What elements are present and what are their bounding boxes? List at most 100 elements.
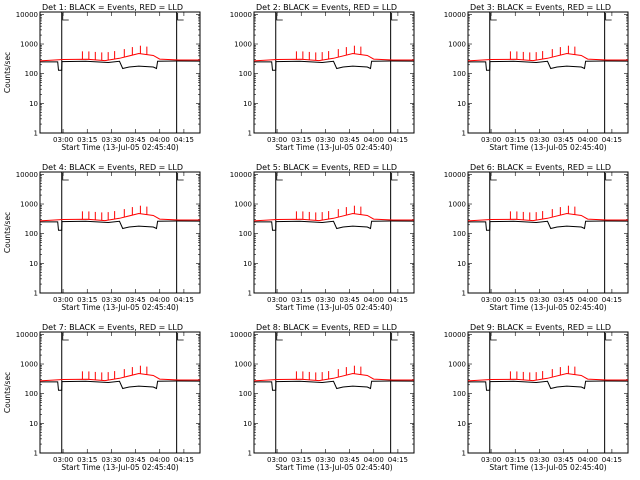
y-tick-label: 10000 [16,11,38,19]
y-tick-label: 10000 [444,171,466,179]
detector-panel: Det 3: BLACK = Events, RED = LLD 1 10 100 10… [444,3,629,152]
events-series-line [40,60,201,71]
events-series-line [468,220,629,231]
y-tick-label: 100 [239,230,252,238]
panel-title: Det 2: BLACK = Events, RED = LLD [256,3,397,12]
time-marker-bracket [490,13,497,21]
y-tick-label: 100 [239,70,252,78]
x-tick-label: 03:30 [101,136,121,144]
plot-frame [467,171,629,294]
y-axis-label: Counts/sec [3,212,12,253]
x-tick-label: 03:30 [101,456,121,464]
detector-panel: Det 5: BLACK = Events, RED = LLD 1 10 100 10… [230,163,415,312]
y-tick-label: 10 [457,260,466,268]
panel-title: Det 9: BLACK = Events, RED = LLD [470,323,611,332]
detector-panel: Det 1: BLACK = Events, RED = LLD 1 10 100 10… [3,3,201,152]
x-tick-label: 03:15 [77,136,97,144]
x-tick-label: 03:00 [53,456,73,464]
time-marker-bracket [276,173,283,181]
x-tick-label: 03:30 [315,296,335,304]
x-tick-label: 03:15 [505,296,525,304]
y-tick-label: 10 [457,100,466,108]
x-axis-label: Start Time (13-Jul-05 02:45:40) [489,463,606,472]
x-tick-label: 03:30 [315,456,335,464]
time-marker-bracket [605,173,612,181]
y-tick-label: 1000 [234,361,252,369]
time-marker-bracket [490,333,497,341]
y-tick-label: 10 [29,420,38,428]
y-tick-label: 1 [248,450,252,458]
y-tick-label: 100 [239,390,252,398]
y-tick-label: 1 [248,130,252,138]
plot-frame [39,11,201,134]
events-series-line [468,380,629,391]
y-tick-label: 1 [34,290,38,298]
y-tick-label: 10 [457,420,466,428]
lld-series-line [253,372,414,382]
x-axis-label: Start Time (13-Jul-05 02:45:40) [61,143,178,152]
time-marker-bracket [177,13,184,21]
x-axis-label: Start Time (13-Jul-05 02:45:40) [275,463,392,472]
time-marker-bracket [391,333,398,341]
y-tick-label: 1 [462,130,466,138]
y-tick-label: 1000 [448,201,466,209]
lld-series-line [39,52,200,62]
y-tick-label: 1000 [20,361,38,369]
y-tick-label: 10000 [16,171,38,179]
x-tick-label: 03:45 [339,136,359,144]
x-axis-label: Start Time (13-Jul-05 02:45:40) [61,463,178,472]
x-tick-label: 03:00 [267,456,287,464]
detector-panel: Det 6: BLACK = Events, RED = LLD 1 10 100 10… [444,163,629,312]
lld-series-line [39,212,200,222]
x-tick-label: 04:00 [364,296,384,304]
x-tick-label: 03:45 [125,456,145,464]
panel-title: Det 4: BLACK = Events, RED = LLD [42,163,183,172]
x-tick-label: 04:15 [174,456,194,464]
y-tick-label: 10 [243,100,252,108]
x-tick-label: 04:00 [364,456,384,464]
x-tick-label: 03:45 [125,136,145,144]
x-tick-label: 03:15 [77,456,97,464]
time-marker-bracket [62,333,69,341]
panel-title: Det 5: BLACK = Events, RED = LLD [256,163,397,172]
x-tick-label: 03:45 [553,136,573,144]
time-marker-bracket [276,13,283,21]
x-tick-label: 03:30 [529,296,549,304]
events-series-line [40,380,201,391]
y-tick-label: 1000 [20,41,38,49]
plot-frame [253,171,415,294]
detector-panel: Det 9: BLACK = Events, RED = LLD 1 10 100 10… [444,323,629,472]
x-tick-label: 03:30 [315,136,335,144]
events-series-line [254,220,415,231]
lld-series-line [253,212,414,222]
y-tick-label: 10 [243,420,252,428]
y-axis-label: Counts/sec [3,372,12,413]
y-tick-label: 100 [453,230,466,238]
events-series-line [254,60,415,71]
x-tick-label: 04:00 [150,296,170,304]
lld-series-line [467,52,628,62]
panel-title: Det 6: BLACK = Events, RED = LLD [470,163,611,172]
plot-frame [253,331,415,454]
y-tick-label: 1 [462,450,466,458]
events-series-line [254,380,415,391]
lld-series-line [39,372,200,382]
time-marker-bracket [605,333,612,341]
time-marker-bracket [62,13,69,21]
x-axis-label: Start Time (13-Jul-05 02:45:40) [275,303,392,312]
x-tick-label: 04:00 [578,136,598,144]
plot-frame [253,11,415,134]
y-tick-label: 100 [453,70,466,78]
x-tick-label: 03:15 [291,296,311,304]
detector-panel: Det 7: BLACK = Events, RED = LLD 1 10 100 10… [3,323,201,472]
y-tick-label: 1 [34,130,38,138]
time-marker-bracket [605,13,612,21]
y-tick-label: 1 [248,290,252,298]
panel-title: Det 1: BLACK = Events, RED = LLD [42,3,183,12]
panel-title: Det 7: BLACK = Events, RED = LLD [42,323,183,332]
y-tick-label: 1000 [234,201,252,209]
y-tick-label: 1000 [448,41,466,49]
plot-frame [467,11,629,134]
y-tick-label: 100 [25,230,38,238]
x-tick-label: 03:00 [481,296,501,304]
